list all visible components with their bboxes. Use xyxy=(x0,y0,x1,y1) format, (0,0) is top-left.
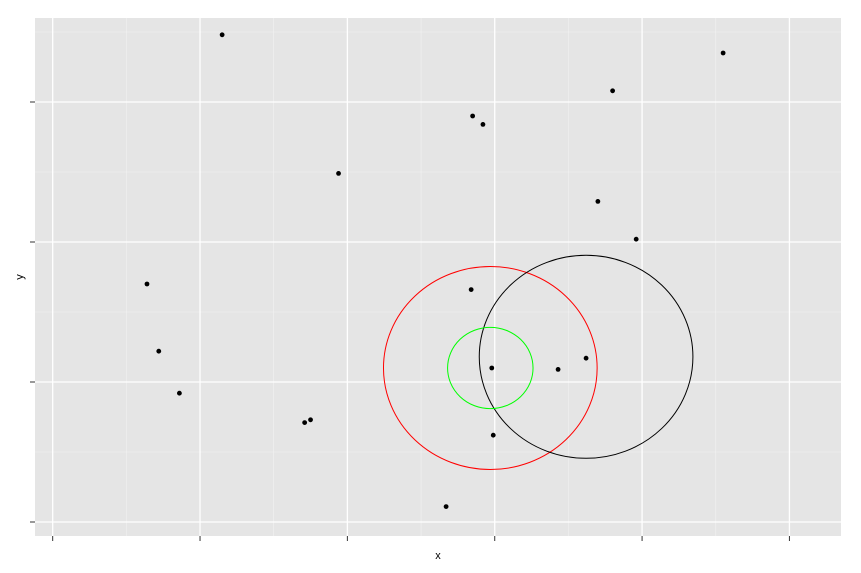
data-point xyxy=(219,32,225,38)
data-point xyxy=(156,348,162,354)
data-point xyxy=(595,199,601,204)
data-point xyxy=(468,287,474,292)
y-axis-title: y xyxy=(14,274,26,280)
data-point xyxy=(177,390,182,396)
data-point xyxy=(489,365,495,371)
data-point xyxy=(336,171,341,176)
circle-overlay xyxy=(447,326,534,410)
data-points xyxy=(144,32,726,509)
data-point xyxy=(308,417,313,423)
plot-panel xyxy=(35,18,841,536)
data-point xyxy=(302,420,308,425)
data-point xyxy=(470,113,476,119)
data-point xyxy=(490,432,496,438)
data-point xyxy=(610,88,616,94)
axis-ticks xyxy=(30,101,790,541)
data-point xyxy=(480,122,486,127)
circle-overlay xyxy=(478,254,694,459)
circle-overlay xyxy=(382,266,598,470)
major-gridlines xyxy=(35,18,841,536)
data-point xyxy=(555,367,561,372)
x-axis-title: x xyxy=(435,550,441,562)
data-point xyxy=(633,236,639,242)
data-point xyxy=(583,355,589,361)
circle-overlays xyxy=(382,254,694,470)
minor-gridlines xyxy=(35,18,841,536)
data-point xyxy=(720,50,726,56)
data-point xyxy=(144,281,150,287)
data-point xyxy=(443,504,449,509)
